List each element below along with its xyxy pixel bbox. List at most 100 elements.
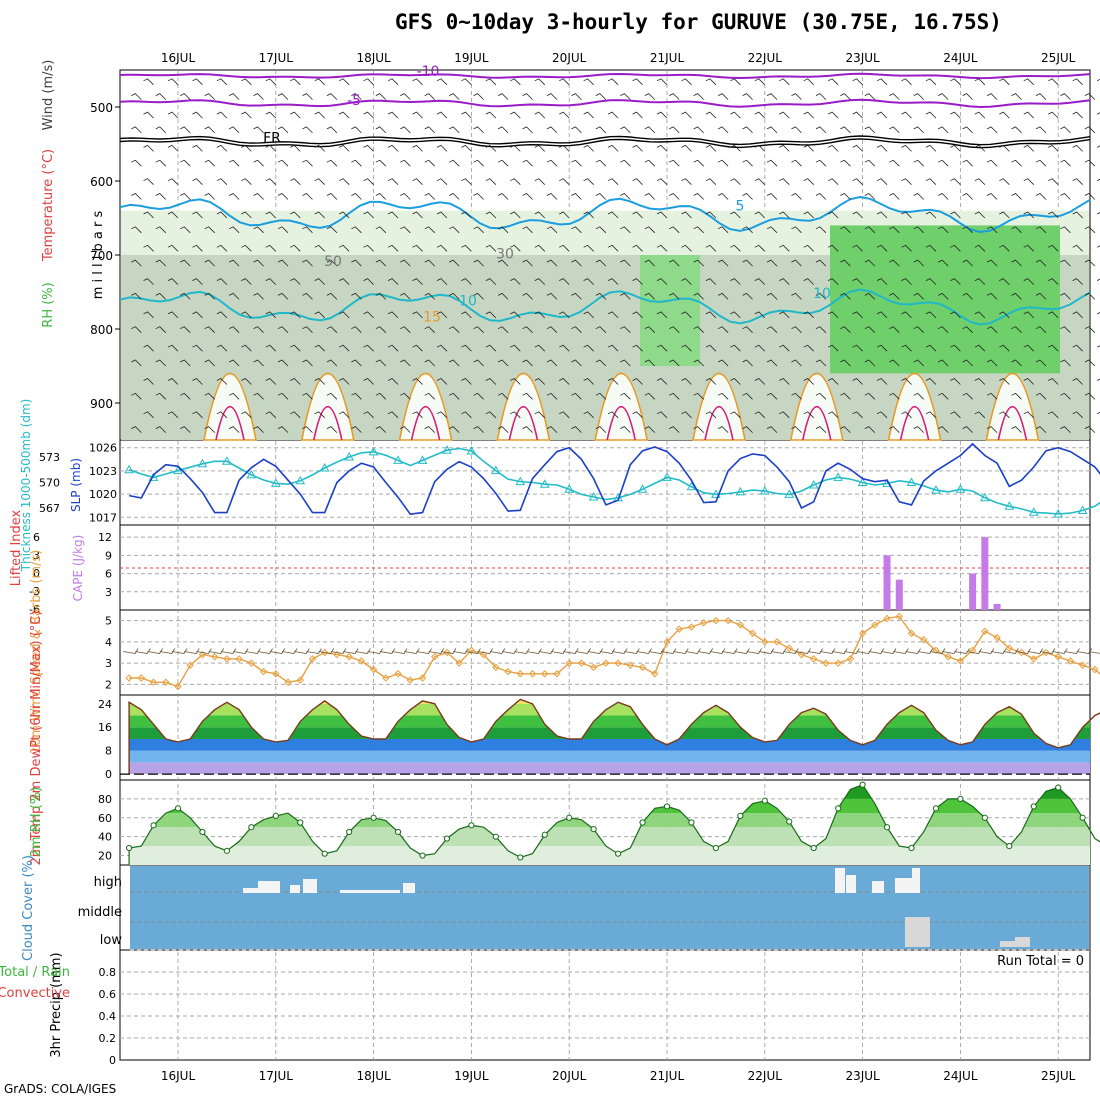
wind-barb [742, 159, 753, 167]
rh2m-point [443, 835, 451, 842]
wind-barb [559, 411, 570, 419]
rh-band [129, 813, 1090, 828]
wind-barb [620, 93, 631, 100]
wind-barb [681, 211, 692, 219]
thickness-point [417, 455, 428, 464]
rh2m-point [932, 805, 940, 812]
run-total-annotation: Run Total = 0 [997, 954, 1084, 969]
wind-barb [876, 78, 888, 86]
wind10m-barb [416, 648, 432, 654]
wind-barb [730, 78, 741, 86]
wind10m-barb [550, 648, 567, 654]
wind-barb [583, 344, 594, 352]
rh2m-point [1079, 814, 1086, 821]
wind-barb [375, 426, 387, 433]
cape-li-panel: 3 6 9 12 6 3 0 -3 -6 CAPE (J/kg) Lifted Index [9, 509, 1090, 616]
wind10m-barb [1039, 648, 1056, 654]
wind-barb [216, 344, 228, 352]
wind-barb [925, 311, 937, 319]
wind-barb [913, 426, 925, 433]
thickness-point [588, 491, 599, 501]
wind-barb [400, 392, 411, 400]
wind-barb [277, 392, 289, 400]
wind-barb [1096, 245, 1100, 248]
wind-barb [766, 426, 778, 433]
wind10m-barb [245, 648, 261, 654]
wind-barb [644, 259, 656, 267]
wind-barb [681, 278, 692, 285]
thickness-point [637, 484, 648, 493]
wind-barb [705, 144, 717, 152]
wind-barb [143, 278, 154, 285]
wind-barb [974, 111, 986, 119]
warm-core-contour [606, 406, 636, 441]
rh2m-point [712, 844, 720, 852]
wind-barb [827, 378, 839, 385]
wind10m-barb [697, 648, 714, 654]
wind-barb [180, 226, 191, 234]
wind10m-barb [819, 648, 836, 654]
wind-barb [742, 193, 753, 200]
wind10m-line [129, 615, 1100, 688]
wind-barb [766, 159, 778, 167]
wind-barb [473, 193, 484, 200]
wind-barb [950, 211, 961, 219]
wind-barb [338, 411, 350, 419]
wind-barb [461, 278, 472, 285]
wind-barb [314, 178, 325, 185]
wind-barb [827, 244, 839, 252]
wind-barb [1084, 326, 1096, 333]
wind-barb [534, 178, 546, 185]
wind-barb [155, 259, 167, 267]
rh-shade-green [640, 255, 700, 366]
wind-barb [876, 278, 888, 285]
wind-barb [864, 259, 876, 267]
thickness-point [1077, 505, 1088, 515]
contour-label: 10 [813, 286, 831, 302]
wind-barb [644, 359, 656, 367]
wind-barb [791, 359, 802, 367]
wind-barb [241, 311, 252, 319]
wind-barb [889, 126, 900, 134]
wind-barb [937, 126, 949, 134]
wind-barb [840, 426, 851, 433]
wind10m-point [516, 670, 525, 678]
wind-barb [1048, 178, 1059, 185]
wind-barb [290, 144, 301, 152]
wind-barb [155, 126, 167, 134]
wind-barb [473, 159, 484, 167]
wind-barb [131, 159, 142, 167]
wind-barb [925, 144, 937, 152]
ytick-label-temp: 8 [105, 745, 112, 758]
wind-barb [730, 111, 741, 119]
wind-barb [693, 226, 704, 234]
wind-barb [412, 344, 423, 352]
wind-barb [351, 426, 362, 433]
wind-barb [1035, 292, 1047, 300]
wind-barb [497, 126, 509, 134]
wind-barb [717, 193, 729, 200]
wind10m-point [858, 629, 867, 638]
wind-barb [656, 244, 668, 252]
wind-barb [302, 126, 313, 134]
wind-barb [717, 392, 729, 400]
wind-barb [351, 159, 362, 167]
thickness-point [735, 486, 746, 496]
wind-barb [314, 378, 325, 385]
wind-barb [815, 226, 827, 234]
wind-barb [363, 311, 374, 319]
wind-barb [485, 244, 497, 252]
wind-barb [534, 378, 546, 385]
wind-barb [669, 326, 680, 333]
wind-barb [827, 311, 839, 319]
ytick-label-temp: 0 [105, 768, 112, 781]
wind-barb [681, 244, 692, 252]
wind-barb [1011, 292, 1022, 300]
warm-core-contour [410, 406, 441, 441]
rh2m-point [492, 833, 499, 840]
contour-label: -10 [417, 64, 440, 80]
wind-barb [265, 244, 277, 252]
wind-barb [131, 326, 142, 333]
wind10m-point [1078, 661, 1087, 669]
wind-barb [363, 211, 374, 219]
